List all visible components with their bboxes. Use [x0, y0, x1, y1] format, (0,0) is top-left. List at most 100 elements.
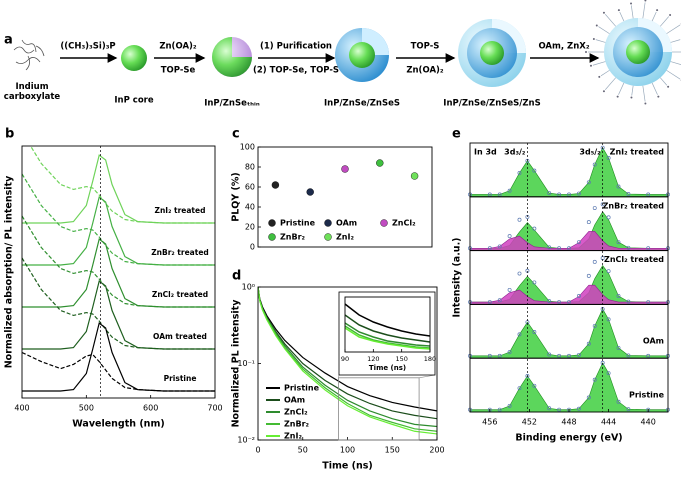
ligand [595, 39, 606, 43]
ligand [592, 61, 606, 66]
data-point [507, 188, 512, 193]
frame [344, 296, 431, 353]
data-point [567, 246, 571, 251]
panel-letter: d [232, 269, 241, 284]
ligand [642, 2, 646, 19]
reagent: (1) Purification [260, 42, 332, 52]
data-point [592, 323, 597, 328]
y-axis-label: Normalized PL intensity [231, 299, 242, 428]
legend-label: ZnBr₂ [280, 233, 306, 242]
x-axis-label: Binding energy (eV) [515, 433, 622, 444]
series-label: OAm treated [153, 332, 207, 341]
x-tick-label: 90 [341, 355, 349, 363]
plot-area [345, 303, 430, 350]
data-point [532, 330, 537, 334]
x-tick-label: 180 [424, 355, 436, 363]
ligand-dot [598, 75, 601, 78]
fit-area [469, 308, 669, 359]
zoom-box [338, 377, 420, 441]
ligand-dot [616, 95, 619, 98]
data-point [586, 273, 591, 278]
data-point [487, 353, 492, 358]
ligand-dot [669, 13, 672, 16]
data-point [626, 407, 631, 412]
series-label: ZnBr₂ treated [151, 248, 209, 257]
x-tick-label: 456 [482, 418, 497, 427]
data-point [592, 162, 597, 167]
subplot-label: OAm [643, 336, 664, 345]
data-point [547, 245, 552, 250]
reagent: TOP-Se [161, 66, 196, 76]
ligand [660, 77, 668, 86]
data-point [576, 352, 581, 357]
y-axis-label: Intensity (a.u.) [452, 237, 463, 317]
data-point [576, 240, 581, 245]
point [306, 188, 314, 196]
data-point [507, 350, 512, 355]
particle-core [480, 41, 504, 65]
x-tick-label: 150 [385, 446, 400, 455]
subplot-label: ZnI₂ treated [610, 148, 665, 157]
data-point [532, 280, 537, 285]
legend-label: ZnI₂ [284, 432, 302, 441]
plot-area [22, 146, 215, 392]
data-point [606, 317, 611, 322]
legend-label: ZnCl₂ [284, 408, 308, 417]
ligand-dot [592, 38, 595, 41]
data-point [576, 294, 581, 298]
data-point [507, 234, 512, 239]
point [376, 159, 384, 167]
ligand-dot [595, 24, 598, 27]
x-tick-label: 50 [298, 446, 308, 455]
data-point [586, 341, 591, 346]
ligand-dot [617, 9, 620, 12]
absorption-line [22, 215, 215, 308]
data-point [567, 353, 571, 358]
subplot-label: Pristine [629, 390, 665, 399]
frame [21, 145, 216, 399]
ligand-dot [667, 85, 670, 88]
product-label: InP/ZnSeₜₕᵢₙ [204, 99, 260, 109]
data-point [557, 353, 562, 358]
reagent: OAm, ZnX₂ [538, 42, 589, 52]
x-tick-label: 150 [395, 355, 407, 363]
y-tick-label: 0 [250, 243, 255, 252]
precursor-label: Indium carboxylate [4, 82, 61, 102]
data-point [616, 294, 621, 298]
data-point [557, 192, 562, 197]
data-point [557, 246, 562, 251]
panel-letter: b [5, 127, 14, 142]
data-point [576, 406, 581, 411]
ligand [660, 16, 670, 27]
line [345, 314, 430, 343]
absorption-line [22, 351, 215, 392]
x-tick-label: 700 [207, 404, 222, 413]
absorption-line [22, 173, 215, 266]
ligand [651, 82, 658, 95]
data-point [600, 145, 605, 150]
ligand [630, 5, 634, 19]
legend-marker [268, 233, 276, 241]
data-point [557, 407, 562, 412]
data-point [567, 300, 571, 305]
final-particle [585, 0, 681, 105]
line [345, 322, 430, 347]
product-label: InP core [114, 96, 153, 106]
ligand-dot [630, 2, 633, 5]
x-tick-label: 500 [79, 404, 94, 413]
ligand-dot [630, 96, 633, 99]
ligand-dot [602, 11, 605, 14]
y-tick-label: 10⁻² [237, 436, 255, 445]
ligand [618, 82, 625, 95]
ligand [619, 11, 625, 22]
x-tick-label: 440 [641, 418, 656, 427]
data-point [547, 352, 552, 357]
legend-label: Pristine [284, 384, 320, 393]
x-tick-label: 444 [601, 418, 616, 427]
x-axis-label: Wavelength (nm) [72, 419, 164, 430]
point [271, 181, 280, 189]
data-point [497, 298, 502, 303]
component-area [469, 284, 669, 305]
panel-letter: c [232, 127, 240, 142]
